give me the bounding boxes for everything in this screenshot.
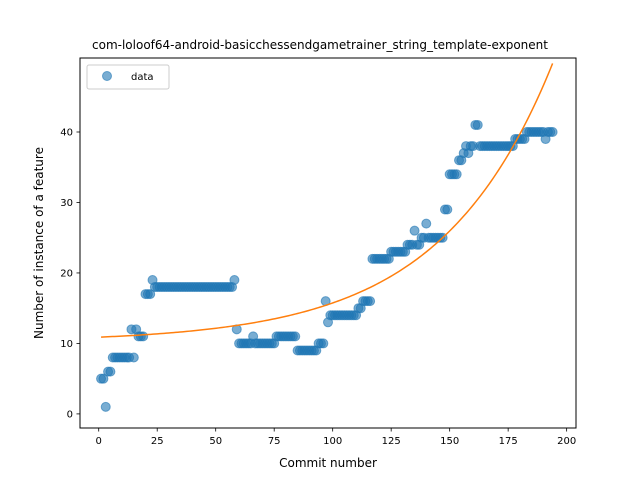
data-point — [98, 373, 109, 384]
data-point — [229, 275, 240, 285]
x-tick-label: 75 — [268, 436, 281, 447]
y-tick-label: 30 — [60, 198, 73, 209]
x-axis-ticks: 0 25 50 75 100 125 150 175 200 — [96, 428, 576, 447]
legend: data — [86, 64, 170, 90]
y-tick-label: 20 — [60, 268, 73, 279]
y-tick-label: 10 — [60, 339, 73, 350]
legend-label-data: data — [131, 72, 154, 83]
data-point — [365, 296, 376, 307]
plot-frame — [79, 57, 577, 429]
y-tick-label: 40 — [60, 128, 73, 139]
plot-content — [96, 63, 558, 412]
fit-curve — [101, 63, 554, 338]
data-point — [100, 401, 111, 412]
y-tick-label: 0 — [67, 409, 73, 420]
x-tick-label: 125 — [382, 436, 401, 447]
x-tick-label: 150 — [440, 436, 459, 447]
data-point — [547, 127, 558, 137]
data-point — [472, 119, 483, 130]
data-point — [145, 289, 156, 300]
y-axis-label: Number of instance of a feature — [32, 147, 46, 339]
data-point — [138, 331, 149, 342]
y-axis-ticks: 0 10 20 30 40 — [60, 128, 80, 420]
data-point — [105, 366, 116, 377]
data-point — [409, 225, 420, 236]
x-tick-label: 25 — [151, 436, 164, 447]
legend-box — [86, 64, 170, 90]
chart-title: com-loloof64-android-basicchessendgametr… — [92, 38, 548, 52]
data-point — [451, 169, 462, 180]
x-tick-label: 175 — [499, 436, 518, 447]
x-axis-label: Commit number — [279, 456, 377, 470]
data-point — [290, 331, 301, 342]
legend-marker-data — [102, 71, 112, 81]
data-point — [318, 338, 329, 349]
x-tick-label: 0 — [96, 436, 102, 447]
data-point — [421, 218, 432, 229]
x-tick-label: 100 — [323, 436, 342, 447]
data-point — [128, 352, 139, 363]
data-point — [442, 204, 453, 215]
x-tick-label: 50 — [209, 436, 222, 447]
x-tick-label: 200 — [557, 436, 576, 447]
